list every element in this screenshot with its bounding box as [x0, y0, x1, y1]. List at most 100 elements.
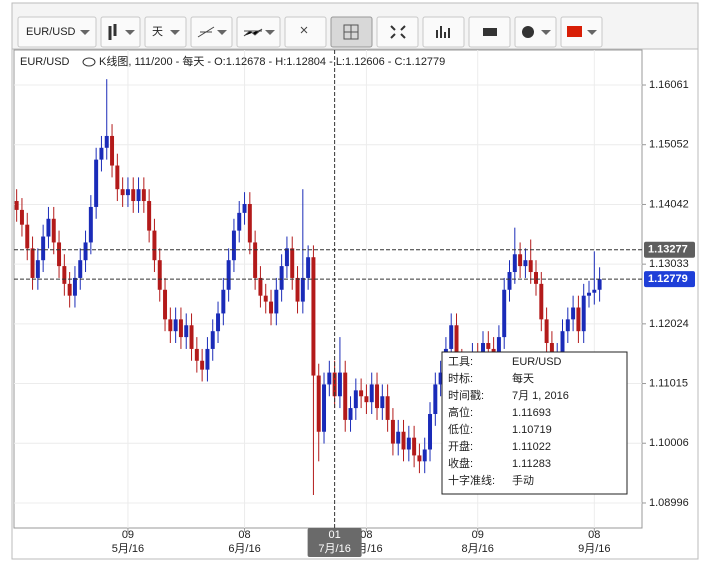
tooltip-value: 1.11283	[512, 458, 551, 470]
candle-body	[242, 203, 247, 213]
x-tick-label: 08	[588, 529, 600, 541]
fullscreen-button[interactable]	[376, 16, 419, 48]
dropdown-arrow	[217, 30, 227, 35]
eye-icon[interactable]	[82, 57, 96, 67]
candle-body	[295, 277, 300, 302]
x-tick-label: 09	[472, 529, 484, 541]
price-marker	[644, 241, 695, 258]
candle-body	[152, 230, 157, 261]
candle-body	[306, 257, 311, 278]
candle-body	[385, 396, 390, 420]
draw-icon	[197, 26, 215, 38]
candle-body	[592, 289, 597, 293]
candle-body	[332, 372, 337, 397]
candle-body	[337, 372, 342, 397]
y-tick-label: 1.08996	[649, 497, 689, 509]
candle-body	[327, 372, 332, 385]
candle-body	[348, 408, 353, 420]
candle-body	[41, 236, 46, 261]
dropdown-arrow	[541, 30, 551, 35]
dropdown-arrow	[170, 30, 180, 35]
candle-body	[454, 325, 459, 361]
y-tick-label: 1.14042	[649, 198, 689, 210]
candle-body	[534, 272, 538, 284]
candle-body	[290, 248, 295, 278]
symbol-button[interactable]	[17, 16, 97, 48]
dropdown-arrow	[80, 30, 90, 35]
candle-body	[200, 360, 205, 370]
candle-body	[25, 224, 30, 249]
symbol-button-label: EUR/USD	[26, 26, 76, 38]
candle-body	[375, 384, 380, 409]
crosshair-label: 01	[328, 529, 340, 541]
candle-body	[274, 289, 279, 314]
dropdown-arrow	[587, 30, 597, 35]
x-tick-label: 09	[122, 529, 134, 541]
candle-body	[216, 313, 221, 332]
tooltip-key: 工具:	[448, 355, 473, 368]
tooltip-value: 1.10719	[512, 424, 552, 436]
print-icon	[483, 28, 497, 36]
toolbar-buttons: EUR/USD 天	[17, 16, 603, 48]
candle-body	[322, 384, 327, 432]
tooltip-value: EUR/USD	[512, 356, 562, 368]
candle-body	[163, 289, 168, 320]
crosshair-box	[307, 528, 362, 557]
candle-body	[311, 257, 316, 376]
candle-body	[141, 189, 146, 202]
y-tick-label: 1.10006	[649, 437, 689, 449]
candle-body	[518, 254, 523, 267]
settings-button[interactable]	[514, 16, 557, 48]
crosshair-icon-lines	[344, 25, 358, 39]
candle-body	[343, 372, 348, 420]
candle-body	[205, 348, 210, 370]
candle-body	[120, 189, 125, 196]
candle-body	[587, 292, 591, 296]
period-button[interactable]	[144, 16, 187, 48]
tooltip	[441, 351, 628, 495]
candle-body	[184, 325, 189, 338]
tooltip-value: 手动	[512, 473, 534, 487]
candle-body	[528, 260, 533, 273]
indicator-icon	[243, 28, 263, 37]
candle-body	[231, 230, 236, 261]
candle-body	[178, 319, 183, 338]
candle-body	[401, 431, 406, 450]
candle-body	[433, 384, 438, 415]
candle-body	[258, 277, 263, 296]
candle-body	[78, 260, 83, 278]
candle-body	[157, 260, 162, 290]
volume-button[interactable]	[422, 16, 465, 48]
y-tick-label: 1.15052	[649, 139, 689, 151]
tooltip-value: 1.11022	[512, 441, 551, 453]
candle-icon	[108, 24, 117, 40]
candle-body	[486, 343, 491, 349]
tooltip-key: 收盘:	[448, 456, 473, 470]
candle-body	[46, 218, 51, 237]
candle-body	[263, 295, 268, 302]
candle-body	[560, 331, 565, 355]
y-tick-label: 1.16061	[649, 79, 689, 91]
price-marker	[644, 271, 695, 288]
chart-type-button[interactable]	[100, 16, 141, 48]
candle-body	[359, 390, 364, 397]
candle-body	[14, 201, 19, 210]
clear-icon	[300, 26, 308, 34]
candle-body	[210, 331, 215, 349]
dropdown-arrow	[265, 30, 275, 35]
candle-body	[364, 396, 369, 403]
x-tick-label: 08	[238, 529, 250, 541]
candle-body	[502, 289, 507, 338]
candle-body	[57, 242, 62, 267]
candle-body	[168, 319, 173, 332]
candle-body	[369, 384, 374, 403]
price-marker-label: 1.13277	[648, 244, 688, 256]
candle-body	[189, 325, 194, 349]
tooltip-key: 时标:	[448, 371, 473, 385]
candle-body	[83, 242, 88, 261]
candle-body	[597, 279, 602, 290]
tooltip-value: 每天	[512, 371, 534, 385]
candle-body	[72, 277, 77, 296]
candle-body	[300, 277, 305, 302]
